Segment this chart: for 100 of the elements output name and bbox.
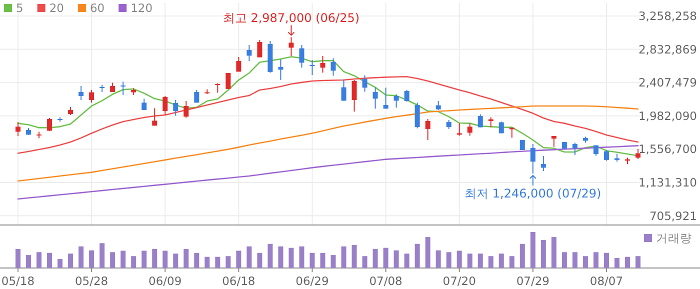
bar [78, 246, 84, 268]
candlestick [120, 81, 126, 96]
x-tick-label: 06/29 [296, 274, 329, 288]
candlestick [436, 100, 441, 111]
bar [131, 256, 136, 268]
bar [425, 237, 430, 268]
bar [362, 256, 368, 268]
line-series [17, 76, 639, 154]
candlestick [478, 114, 483, 128]
bar [246, 246, 252, 268]
y-tick-label: 1,556,700 [638, 142, 697, 156]
y-tick-label: 1,982,090 [638, 108, 697, 123]
bar [100, 243, 105, 268]
candlestick [362, 74, 368, 92]
candlestick [89, 89, 94, 104]
bar [36, 252, 42, 268]
x-tick-label: 07/29 [516, 274, 550, 288]
bar [614, 258, 620, 268]
bar [320, 252, 326, 268]
bar [288, 248, 294, 268]
bar [215, 256, 220, 268]
x-tick-label: 07/08 [369, 274, 402, 288]
bar [278, 246, 284, 268]
annotation: 최저 1,246,000 (07/29) [464, 186, 602, 200]
candlestick [246, 44, 252, 62]
bar [593, 252, 598, 268]
bar [572, 252, 578, 268]
bar [110, 252, 116, 268]
bar [184, 248, 189, 268]
bar [446, 252, 452, 268]
x-tick-label: 08/07 [590, 274, 624, 288]
x-tick-label: 06/09 [148, 274, 182, 288]
bar [120, 250, 126, 268]
candlestick [320, 55, 326, 74]
line-series [17, 105, 639, 182]
bar [582, 256, 588, 268]
candlestick [341, 78, 346, 102]
bar [268, 244, 273, 268]
bar [394, 250, 399, 268]
x-tick-label: 06/18 [222, 274, 256, 288]
bar [530, 232, 536, 268]
legend-label: 20 [49, 1, 64, 15]
x-tick-label: 05/18 [1, 274, 35, 288]
candlestick [425, 118, 430, 140]
candlestick [572, 142, 578, 156]
legend-label: 60 [90, 1, 105, 15]
bar [152, 248, 158, 268]
bar [604, 252, 609, 268]
bar [26, 255, 32, 268]
candlestick [257, 40, 262, 58]
bar [194, 252, 200, 268]
candlestick [299, 44, 304, 68]
candlestick [173, 99, 178, 116]
bar [562, 252, 567, 268]
candlestick [530, 143, 536, 174]
annotation: 최고 2,987,000 (06/25) [222, 11, 360, 26]
candlestick [404, 89, 410, 102]
candlestick [488, 116, 494, 128]
candlestick [78, 85, 84, 100]
candlestick [100, 84, 105, 93]
bar [414, 244, 420, 268]
bar [551, 237, 556, 268]
candlestick [226, 72, 231, 90]
candlestick [215, 82, 220, 94]
y-tick-label: 3,258,258 [638, 9, 697, 23]
bar [47, 252, 52, 268]
candlestick [152, 108, 158, 126]
bar [16, 248, 20, 268]
bar [341, 246, 346, 268]
candlestick [604, 150, 609, 162]
candlestick [636, 148, 640, 160]
bar [299, 246, 304, 268]
bar [68, 254, 74, 268]
candlestick [310, 59, 315, 76]
candlestick [278, 58, 284, 81]
bar [488, 256, 494, 268]
candlestick [162, 95, 168, 116]
bar [383, 248, 388, 268]
legend-label: 5 [16, 1, 24, 15]
y-tick-label: 2,407,479 [638, 76, 697, 90]
candlestick [446, 119, 452, 130]
bar [509, 256, 514, 268]
candlestick [16, 121, 20, 136]
candlestick [47, 117, 52, 132]
bar [58, 259, 63, 268]
candlestick [36, 131, 42, 139]
bar [236, 250, 242, 268]
candlestick [288, 36, 294, 56]
bar [636, 256, 640, 268]
candlestick [540, 155, 546, 172]
bar [352, 244, 357, 268]
bar [89, 250, 94, 268]
bar [478, 254, 483, 268]
bar [456, 250, 462, 268]
x-tick-label: 05/28 [74, 274, 108, 288]
candlestick [372, 86, 378, 110]
y-tick-label: 2,832,869 [638, 42, 697, 56]
bar [162, 250, 168, 268]
bar [330, 255, 336, 268]
candlestick [330, 58, 336, 76]
